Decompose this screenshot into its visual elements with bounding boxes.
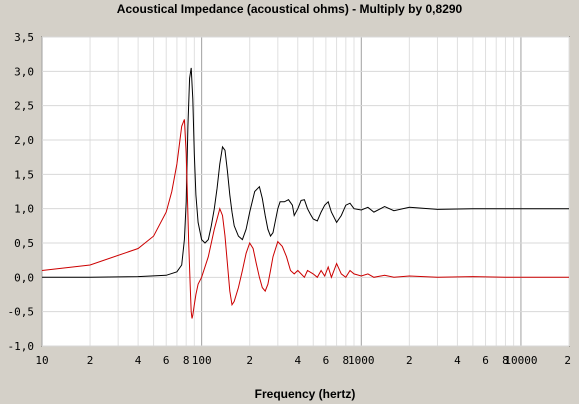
- x-tick-label: 2: [406, 354, 413, 367]
- x-tick-label: 8: [183, 354, 190, 367]
- y-tick-label: 3,0: [14, 65, 34, 78]
- y-tick-label: 1,5: [14, 168, 34, 181]
- x-tick-label: 4: [135, 354, 142, 367]
- series-line-2: [41, 119, 569, 319]
- x-tick-label: 2: [87, 354, 94, 367]
- x-tick-label: 10000: [504, 354, 537, 367]
- x-axis-label: Frequency (hertz): [255, 387, 356, 401]
- x-tick-label: 100: [192, 354, 212, 367]
- y-tick-label: -1,0: [8, 340, 35, 353]
- x-tick-label: 8: [502, 354, 509, 367]
- x-tick-label: 6: [323, 354, 330, 367]
- y-tick-label: 1,0: [14, 203, 34, 216]
- plot-area: [41, 36, 570, 347]
- x-tick-label: 10: [35, 354, 48, 367]
- grid: [41, 36, 570, 347]
- x-tick-label: 1000: [348, 354, 375, 367]
- y-tick-label: 2,0: [14, 134, 34, 147]
- x-tick-label: 6: [163, 354, 170, 367]
- x-tick-label: 8: [343, 354, 350, 367]
- y-tick-label: 0,0: [14, 271, 34, 284]
- x-tick-label: 6: [482, 354, 489, 367]
- x-tick-label: 4: [454, 354, 461, 367]
- series-line-1: [42, 67, 569, 278]
- y-tick-label: -0,5: [8, 306, 35, 319]
- chart-title: Acoustical Impedance (acoustical ohms) -…: [116, 2, 463, 16]
- y-tick-label: 3,5: [14, 31, 34, 44]
- x-tick-label: 4: [294, 354, 301, 367]
- x-tick-label: 2: [564, 354, 571, 367]
- y-tick-label: 2,5: [14, 100, 34, 113]
- y-tick-label: 0,5: [14, 237, 34, 250]
- series-group: [41, 67, 569, 319]
- y-axis: 3,5 3,0 2,5 2,0 1,5 1,0 0,5 0,0 -0,5 -1,0: [8, 31, 35, 353]
- x-tick-label: 2: [246, 354, 253, 367]
